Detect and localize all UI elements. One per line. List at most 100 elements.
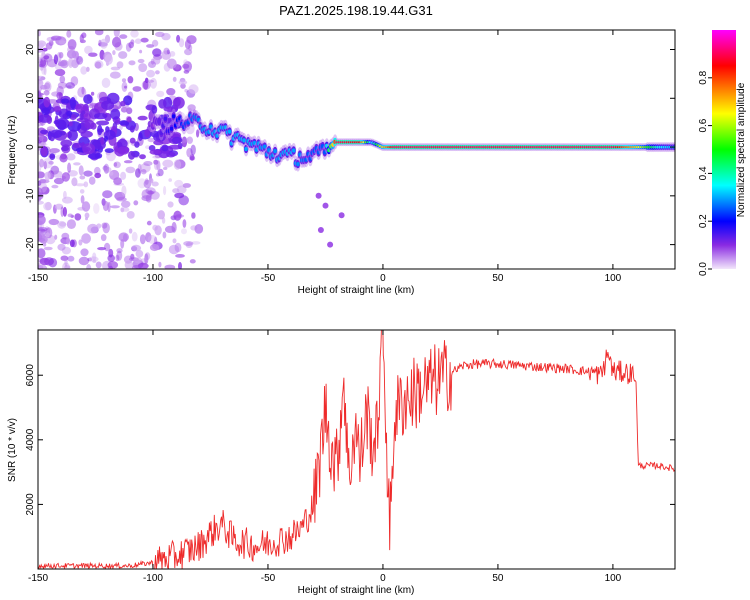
spectrogram-energy-blob — [55, 117, 70, 130]
spectrogram-noise-blob — [174, 242, 182, 253]
spectrogram-x-tick-label: -150 — [28, 273, 48, 284]
spectrogram-ridge-core — [169, 126, 174, 131]
spectrogram-noise-blob — [44, 171, 51, 181]
spectrogram-noise-blob — [38, 171, 45, 179]
spectrogram-noise-blob — [61, 172, 70, 182]
spectrogram-energy-blob — [61, 146, 69, 151]
spectrogram-noise-blob — [38, 76, 41, 85]
spectrogram-energy-blob — [96, 120, 110, 126]
spectrogram-noise-blob — [137, 178, 147, 189]
spectrogram-energy-blob — [50, 129, 63, 138]
spectrogram-noise-blob — [78, 165, 84, 176]
spectrogram-noise-blob — [101, 222, 108, 229]
spectrogram-noise-blob — [79, 175, 86, 180]
spectrogram-y-axis-label: Frequency (Hz) — [7, 116, 18, 185]
spectrogram-noise-blob — [94, 166, 101, 175]
spectrogram-noise-blob — [130, 253, 135, 260]
spectrogram-noise-blob — [60, 206, 64, 217]
spectrogram-noise-blob — [130, 30, 139, 38]
spectrogram-energy-blob — [126, 116, 132, 123]
spectrogram-energy-blob — [87, 153, 101, 160]
spectrogram-noise-blob — [70, 76, 79, 86]
spectrogram-noise-blob — [139, 234, 146, 245]
spectrogram-x-tick-label: -50 — [261, 273, 276, 284]
spectrogram-noise-blob — [38, 79, 43, 85]
spectrogram-noise-blob — [149, 178, 154, 184]
spectrogram-noise-blob — [109, 71, 121, 79]
spectrogram-y-tick-label: 10 — [25, 92, 36, 104]
spectrogram-tail-blob — [315, 192, 322, 199]
spectrogram-noise-blob — [190, 144, 196, 156]
spectrogram-noise-blob — [77, 86, 87, 98]
spectrogram-noise-blob — [113, 177, 122, 186]
spectrogram-noise-blob — [145, 232, 152, 243]
snr-y-tick-label: 6000 — [25, 364, 36, 387]
spectrogram-noise-blob — [127, 76, 134, 84]
spectrogram-noise-blob — [121, 200, 131, 208]
spectrogram-energy-blob — [97, 124, 103, 136]
spectrogram-noise-blob — [110, 205, 120, 209]
spectrogram-noise-blob — [113, 30, 120, 38]
spectrogram-noise-blob — [54, 234, 58, 240]
spectrogram-energy-blob — [43, 96, 51, 108]
spectrogram-noise-blob — [42, 242, 47, 247]
spectrogram-noise-blob — [128, 60, 136, 66]
colorbar-label: Normalized spectral amplitude — [736, 82, 747, 217]
spectrogram-noise-blob — [38, 30, 41, 37]
spectrogram-noise-blob — [163, 167, 168, 170]
spectrogram-noise-blob — [38, 196, 41, 202]
snr-x-tick-label: -50 — [261, 573, 276, 584]
spectrogram-noise-blob — [43, 90, 50, 96]
spectrogram-noise-blob — [66, 30, 72, 38]
spectrogram-noise-blob — [108, 265, 114, 269]
spectrogram-noise-blob — [48, 218, 59, 226]
spectrogram-x-tick-label: 50 — [492, 273, 504, 284]
spectrogram-x-tick-label: -100 — [143, 273, 163, 284]
spectrogram-noise-blob — [38, 264, 44, 269]
spectrogram-y-tick-label: -20 — [25, 237, 36, 252]
spectrogram-noise-blob — [38, 214, 46, 225]
spectrogram-noise-blob — [43, 246, 53, 251]
spectrogram-y-tick-label: 20 — [25, 44, 36, 56]
spectrogram-noise-blob — [90, 91, 95, 96]
snr-y-tick-label: 2000 — [25, 493, 36, 516]
spectrogram-noise-blob — [38, 57, 49, 68]
snr-y-tick-label: 4000 — [25, 428, 36, 451]
spectrogram-noise-blob — [191, 212, 196, 219]
spectrogram-energy-blob — [73, 104, 83, 110]
spectrogram-noise-blob — [84, 45, 93, 55]
spectrogram-noise-blob — [147, 137, 155, 143]
spectrogram-noise-blob — [134, 257, 143, 264]
spectrogram-noise-blob — [87, 223, 99, 234]
spectrogram-noise-blob — [149, 243, 160, 252]
spectrogram-noise-blob — [63, 190, 67, 200]
spectrogram-energy-blob — [158, 99, 167, 109]
spectrogram-noise-blob — [152, 57, 161, 65]
spectrogram-noise-blob — [188, 84, 199, 94]
spectrogram-noise-blob — [162, 159, 174, 168]
spectrogram-noise-blob — [135, 168, 141, 178]
spectrogram-energy-blob — [40, 146, 48, 157]
spectrogram-noise-blob — [50, 35, 62, 41]
spectrogram-noise-blob — [121, 81, 128, 93]
spectrogram-noise-blob — [40, 186, 50, 195]
spectrogram-noise-blob — [62, 196, 73, 204]
spectrogram-noise-blob — [172, 238, 177, 244]
spectrogram-noise-blob — [133, 200, 139, 206]
spectrogram-noise-blob — [164, 264, 176, 269]
spectrogram-noise-blob — [60, 255, 69, 261]
spectrogram-energy-blob — [151, 105, 158, 114]
spectrogram-ridge-core — [163, 116, 168, 121]
spectrogram-energy-blob — [172, 96, 185, 109]
spectrogram-noise-blob — [93, 203, 100, 214]
spectrogram-noise-blob — [148, 61, 156, 68]
spectrogram-noise-blob — [80, 195, 85, 204]
spectrogram-noise-blob — [94, 60, 104, 69]
spectrogram-noise-blob — [146, 79, 155, 83]
spectrogram-noise-blob — [167, 201, 174, 208]
spectrogram-energy-blob — [40, 129, 49, 135]
spectrogram-noise-blob — [39, 158, 45, 168]
spectrogram-noise-blob — [65, 82, 75, 89]
spectrogram-noise-blob — [155, 70, 160, 75]
spectrogram-noise-blob — [181, 136, 188, 148]
